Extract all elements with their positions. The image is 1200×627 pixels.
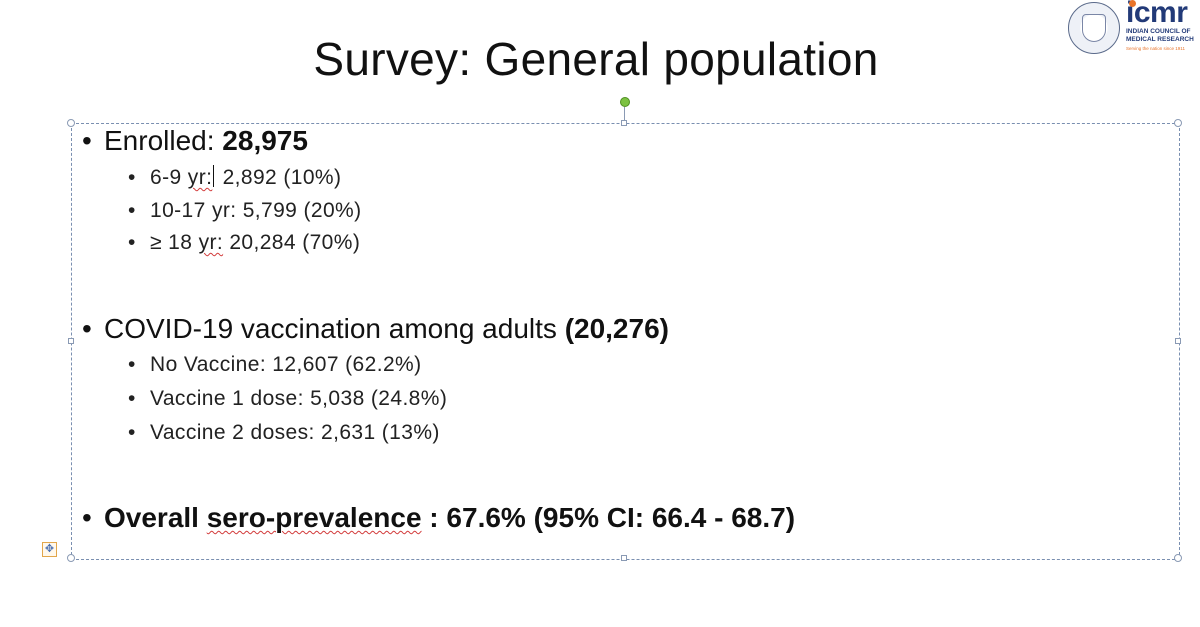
- logo-dot-icon: [1129, 0, 1136, 7]
- rotate-handle[interactable]: [620, 97, 630, 107]
- icmr-logo: icmr INDIAN COUNCIL OF MEDICAL RESEARCH …: [1066, 0, 1196, 54]
- slide-title[interactable]: Survey: General population: [313, 33, 879, 85]
- logo-wordmark: icmr: [1126, 0, 1188, 29]
- sub-bullet-age-18-plus: • ≥ 18 yr: 20,284 (70%): [128, 231, 361, 254]
- autofit-options-icon[interactable]: ✥: [42, 542, 57, 557]
- sub-bullet-one-dose: • Vaccine 1 dose: 5,038 (24.8%): [128, 387, 448, 410]
- text-cursor: [213, 165, 215, 187]
- bullet-enrolled: • Enrolled: 28,975: [82, 125, 308, 156]
- sub-bullet-age-6-9: • 6-9 yr: 2,892 (10%): [128, 165, 342, 189]
- bullet-vaccination: • COVID-19 vaccination among adults (20,2…: [82, 313, 669, 344]
- resize-handle-bottom-left[interactable]: [67, 554, 75, 562]
- bullet-seroprevalence: • Overall sero-prevalence : 67.6% (95% CI…: [82, 502, 796, 533]
- resize-handle-top[interactable]: [621, 120, 627, 126]
- logo-tagline: Serving the nation since 1911: [1126, 46, 1185, 51]
- rotate-connector: [624, 107, 625, 122]
- sub-bullet-age-10-17: • 10-17 yr: 5,799 (20%): [128, 199, 362, 222]
- resize-handle-top-left[interactable]: [67, 119, 75, 127]
- logo-org-line2: MEDICAL RESEARCH: [1126, 35, 1194, 43]
- resize-handle-top-right[interactable]: [1174, 119, 1182, 127]
- resize-handle-right[interactable]: [1175, 338, 1181, 344]
- resize-handle-bottom-right[interactable]: [1174, 554, 1182, 562]
- sub-bullet-no-vaccine: • No Vaccine: 12,607 (62.2%): [128, 353, 422, 376]
- logo-org-name: INDIAN COUNCIL OF MEDICAL RESEARCH: [1126, 28, 1196, 43]
- resize-handle-bottom[interactable]: [621, 555, 627, 561]
- resize-handle-left[interactable]: [68, 338, 74, 344]
- logo-org-line1: INDIAN COUNCIL OF: [1126, 28, 1191, 35]
- sub-bullet-two-doses: • Vaccine 2 doses: 2,631 (13%): [128, 421, 440, 444]
- emblem-icon: [1068, 2, 1120, 54]
